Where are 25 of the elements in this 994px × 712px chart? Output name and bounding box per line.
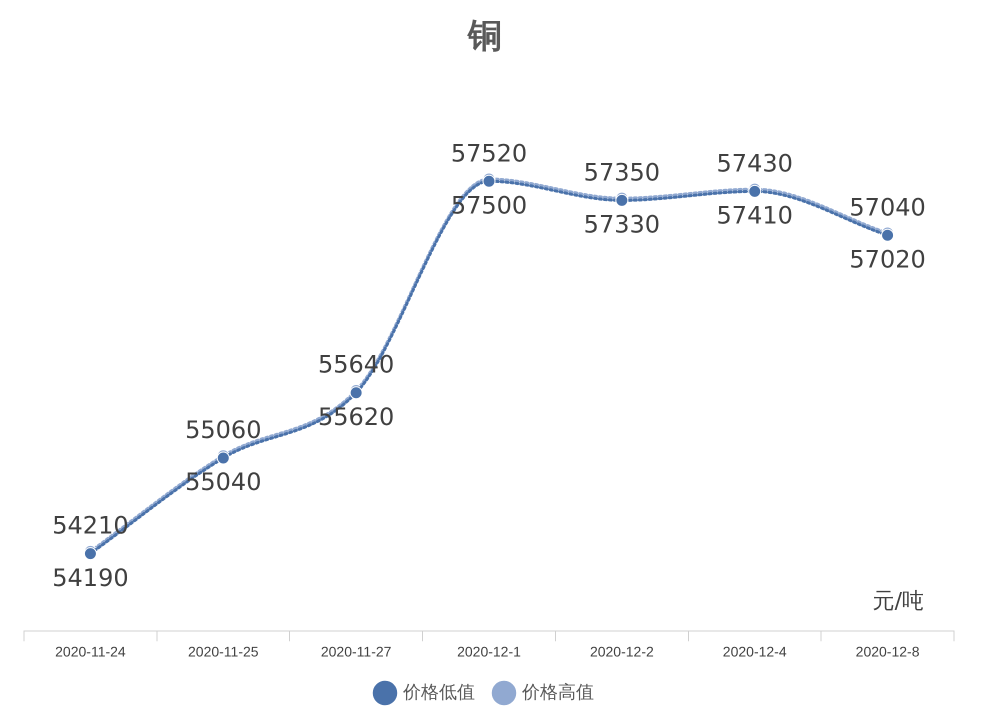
text: 元/吨 xyxy=(872,588,924,614)
legend-label: 价格高值 xyxy=(521,682,594,702)
point xyxy=(350,386,363,400)
x-tick-label: 2020-11-25 xyxy=(188,643,259,660)
data-label: 57350 xyxy=(584,158,660,186)
x-tick-label: 2020-12-8 xyxy=(856,643,920,660)
x-tick-label: 2020-11-24 xyxy=(55,643,126,660)
data-label: 57430 xyxy=(716,149,793,178)
data-label: 57040 xyxy=(849,193,926,222)
data-label: 57330 xyxy=(584,210,660,239)
point xyxy=(84,547,97,560)
data-label: 54190 xyxy=(52,564,129,592)
data-label: 55040 xyxy=(185,468,262,496)
data-label: 57520 xyxy=(450,139,528,168)
data-label: 54210 xyxy=(52,512,129,540)
x-tick-label: 2020-12-4 xyxy=(722,643,787,660)
data-label: 55620 xyxy=(318,402,394,431)
chart-title: 铜 xyxy=(466,16,502,56)
data-label: 57020 xyxy=(849,246,926,274)
x-tick-label: 2020-12-1 xyxy=(457,643,522,660)
data-label: 57410 xyxy=(716,202,793,230)
x-tick-label: 2020-12-2 xyxy=(590,643,654,660)
legend-label: 价格低值 xyxy=(402,682,475,702)
x-tick-label: 2020-11-27 xyxy=(320,643,392,660)
data-label: 55060 xyxy=(185,416,262,444)
